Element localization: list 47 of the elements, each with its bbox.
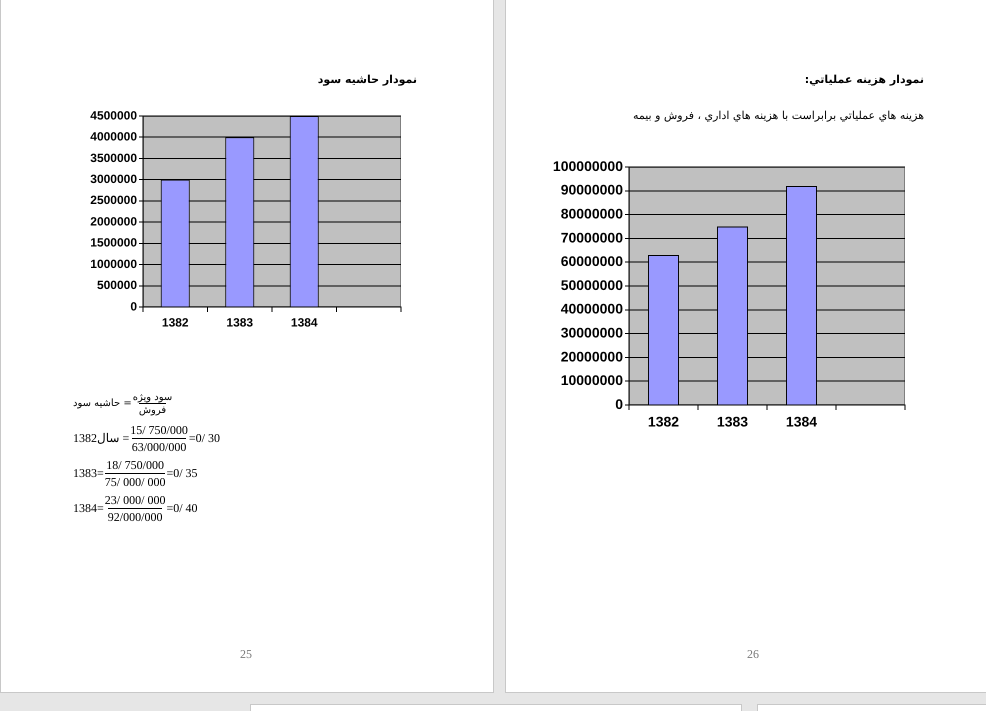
x-tick-label: 1382 [162,316,189,330]
text: 25 [239,647,253,662]
text: 1384= [73,501,104,516]
y-tick-label: 3000000 [90,172,138,186]
text: 92/000/000 [108,508,162,524]
y-tick-label: 4000000 [90,130,138,144]
y-tick-label: 2000000 [90,214,138,228]
text: سال1382 = [73,431,130,446]
y-tick-label: 10000000 [560,372,624,388]
text: 18/ 750/000 [106,458,164,472]
y-tick-label: 0 [615,396,624,412]
chart-title: نمودار هزينه عملياتي: [804,73,924,86]
text: 63/000/000 [132,438,186,454]
y-tick-label: 30000000 [560,324,624,340]
x-tick-label: 1383 [226,316,254,330]
y-tick-label: 1500000 [90,236,138,250]
x-tick-label: 1383 [716,413,748,430]
x-tick-label: 1382 [648,413,680,430]
y-tick-label: 20000000 [560,348,624,364]
text: 26 [746,647,760,662]
y-tick-label: 70000000 [560,229,624,246]
text: =0/ 30 [188,431,220,446]
y-tick-label: 4500000 [90,108,138,122]
text: سود ويژه [132,392,172,402]
y-tick-label: 90000000 [560,182,624,198]
text: 23/ 000/ 000 [104,492,166,508]
x-tick-label: 1384 [290,316,318,330]
y-tick-label: 60000000 [560,253,624,270]
chart-title: نمودار حاشيه سود [318,73,417,86]
text: 15/ 750/000 [130,422,188,438]
text: =0/ 35 [166,466,198,481]
text: 1383= [73,466,104,481]
text: حاشيه سود = [73,398,132,409]
y-tick-label: 40000000 [560,300,624,317]
y-tick-label: 1000000 [90,256,138,271]
y-tick-label: 80000000 [560,205,624,222]
y-tick-label: 3500000 [90,150,138,165]
text: =0/ 40 [166,501,198,516]
x-tick-label: 1384 [786,413,818,430]
text: 75/ 000/ 000 [104,472,166,490]
y-tick-label: 500000 [96,278,138,292]
y-tick-label: 0 [130,299,138,314]
chart-subtitle: هزينه هاي عملياتي برابراست با هزينه هاي اداري ، فروش و بيمه [632,109,924,122]
y-tick-label: 50000000 [560,276,624,293]
y-tick-label: 100000000 [552,158,624,174]
y-tick-label: 2500000 [90,193,138,208]
text: فروش [138,402,166,416]
